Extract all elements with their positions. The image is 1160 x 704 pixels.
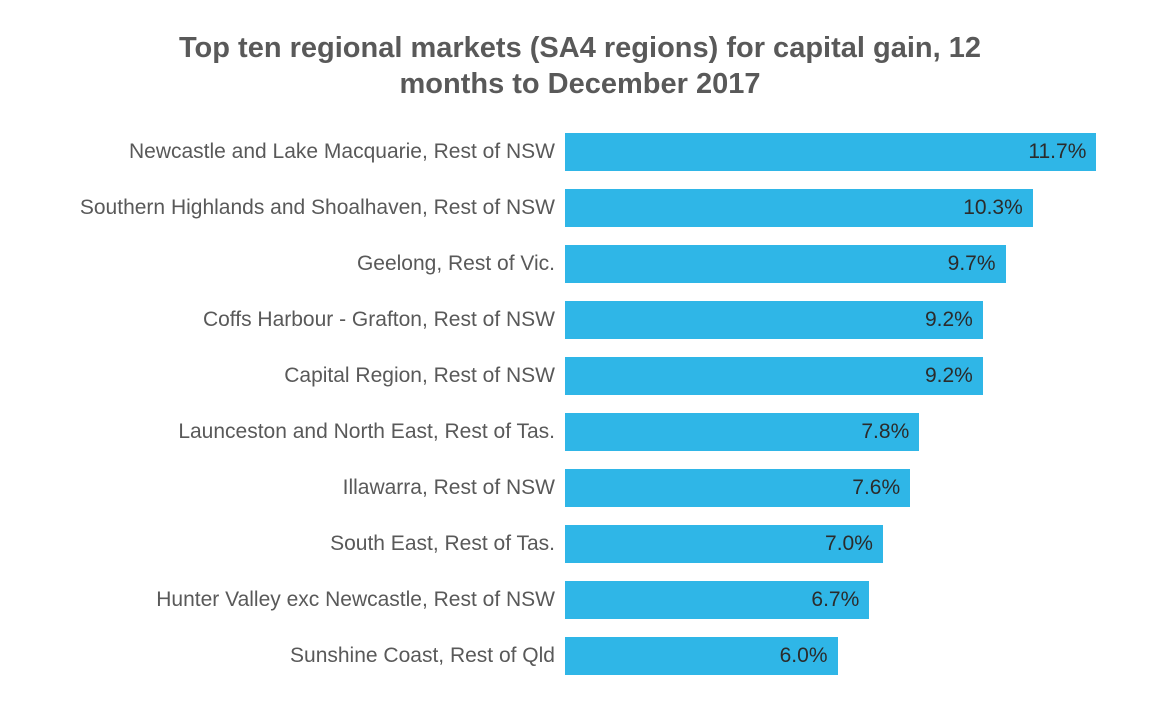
value-label: 7.8% <box>861 420 919 444</box>
bar: 9.2% <box>565 301 983 339</box>
bar-track: 9.2% <box>565 357 1110 395</box>
bar-track: 11.7% <box>565 133 1110 171</box>
bar-track: 9.2% <box>565 301 1110 339</box>
category-label: Coffs Harbour - Grafton, Rest of NSW <box>50 308 565 332</box>
value-label: 9.2% <box>925 364 983 388</box>
chart-row: Newcastle and Lake Macquarie, Rest of NS… <box>50 127 1110 177</box>
bar: 7.8% <box>565 413 919 451</box>
bar-track: 10.3% <box>565 189 1110 227</box>
chart-row: Coffs Harbour - Grafton, Rest of NSW 9.2% <box>50 295 1110 345</box>
chart-row: Southern Highlands and Shoalhaven, Rest … <box>50 183 1110 233</box>
category-label: Southern Highlands and Shoalhaven, Rest … <box>50 196 565 220</box>
bar-track: 6.0% <box>565 637 1110 675</box>
chart-row: Capital Region, Rest of NSW 9.2% <box>50 351 1110 401</box>
value-label: 7.6% <box>852 476 910 500</box>
bar: 9.2% <box>565 357 983 395</box>
bar: 6.7% <box>565 581 869 619</box>
chart-row: Hunter Valley exc Newcastle, Rest of NSW… <box>50 575 1110 625</box>
category-label: Launceston and North East, Rest of Tas. <box>50 420 565 444</box>
bar: 11.7% <box>565 133 1096 171</box>
value-label: 9.2% <box>925 308 983 332</box>
value-label: 9.7% <box>948 252 1006 276</box>
bar: 10.3% <box>565 189 1033 227</box>
chart-title: Top ten regional markets (SA4 regions) f… <box>130 30 1030 103</box>
chart-rows: Newcastle and Lake Macquarie, Rest of NS… <box>50 127 1110 681</box>
bar-track: 7.6% <box>565 469 1110 507</box>
bar: 6.0% <box>565 637 838 675</box>
category-label: Illawarra, Rest of NSW <box>50 476 565 500</box>
category-label: Hunter Valley exc Newcastle, Rest of NSW <box>50 588 565 612</box>
value-label: 10.3% <box>963 196 1033 220</box>
chart-row: Sunshine Coast, Rest of Qld 6.0% <box>50 631 1110 681</box>
bar: 7.6% <box>565 469 910 507</box>
value-label: 11.7% <box>1028 140 1096 164</box>
chart-row: South East, Rest of Tas. 7.0% <box>50 519 1110 569</box>
chart-row: Launceston and North East, Rest of Tas. 7… <box>50 407 1110 457</box>
category-label: Newcastle and Lake Macquarie, Rest of NS… <box>50 140 565 164</box>
bar-track: 7.0% <box>565 525 1110 563</box>
bar: 7.0% <box>565 525 883 563</box>
bar-track: 7.8% <box>565 413 1110 451</box>
category-label: Geelong, Rest of Vic. <box>50 252 565 276</box>
category-label: South East, Rest of Tas. <box>50 532 565 556</box>
chart-row: Illawarra, Rest of NSW 7.6% <box>50 463 1110 513</box>
bar-track: 6.7% <box>565 581 1110 619</box>
bar-track: 9.7% <box>565 245 1110 283</box>
value-label: 6.0% <box>780 644 838 668</box>
category-label: Sunshine Coast, Rest of Qld <box>50 644 565 668</box>
bar: 9.7% <box>565 245 1006 283</box>
chart-row: Geelong, Rest of Vic. 9.7% <box>50 239 1110 289</box>
value-label: 7.0% <box>825 532 883 556</box>
value-label: 6.7% <box>811 588 869 612</box>
category-label: Capital Region, Rest of NSW <box>50 364 565 388</box>
regional-markets-chart: Top ten regional markets (SA4 regions) f… <box>0 0 1160 704</box>
